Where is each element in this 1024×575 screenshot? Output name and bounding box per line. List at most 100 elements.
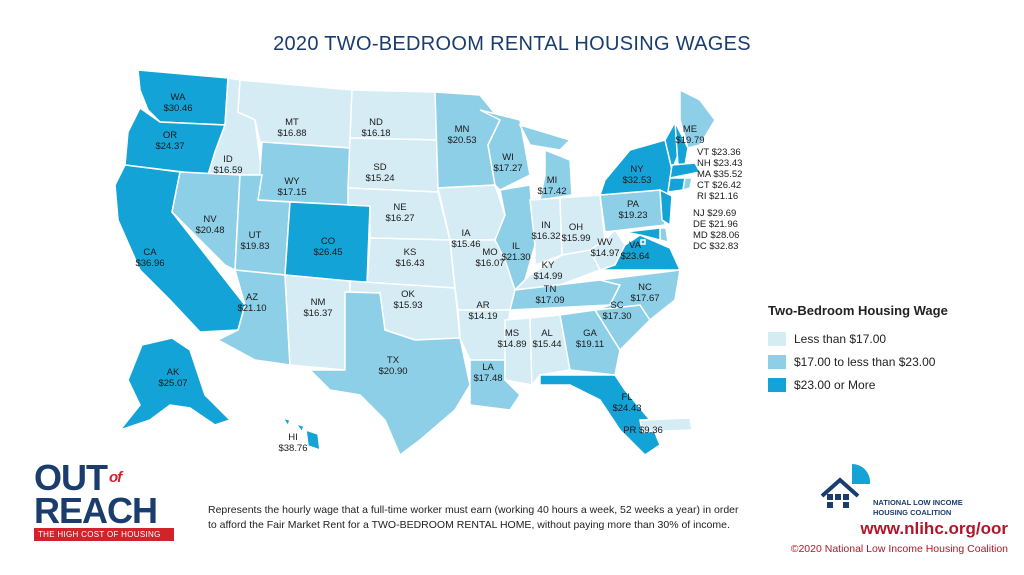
legend-swatch-high [768,377,786,392]
state-abbr-wv: WV [597,237,613,248]
legend-label-mid: $17.00 to less than $23.00 [794,354,936,369]
state-abbr-sd: SD [373,162,386,173]
out-of-reach-logo: OUT of REACH THE HIGH COST OF HOUSING [34,460,184,541]
state-abbr-ok: OK [401,289,415,300]
state-abbr-ms: MS [505,328,519,339]
state-abbr-ny: NY [630,164,644,175]
state-dc [640,239,646,245]
state-wage-me: $19.79 [675,135,704,146]
org-name: NATIONAL LOW INCOME HOUSING COALITION [873,498,1003,518]
state-al [529,314,571,388]
state-ak [117,337,232,432]
footnote: Represents the hourly wage that a full-t… [208,504,739,531]
org-name-line2: HOUSING COALITION [873,508,952,517]
state-abbr-mt: MT [285,117,299,128]
legend-item-low: Less than $17.00 [768,327,948,350]
state-list-ma: MA $35.52 [697,169,742,180]
state-wage-tx: $20.90 [378,366,407,377]
state-list-nj: NJ $29.69 [693,208,736,219]
state-wage-ar: $14.19 [468,311,497,322]
state-abbr-il: IL [512,241,520,252]
state-abbr-ks: KS [404,247,417,258]
state-wage-or: $24.37 [155,141,184,152]
legend-label-low: Less than $17.00 [794,331,887,346]
state-abbr-nv: NV [203,214,217,225]
state-nm [284,274,351,371]
state-tx [308,291,471,457]
state-abbr-sc: SC [610,300,623,311]
state-wage-ia: $15.46 [451,239,480,250]
state-ia [437,184,506,241]
state-ma [669,162,702,179]
state-wage-ut: $19.83 [240,241,269,252]
state-wage-fl: $24.43 [612,403,641,414]
state-wage-id: $16.59 [213,165,242,176]
legend-item-mid: $17.00 to less than $23.00 [768,350,948,373]
legend-label-high: $23.00 or More [794,377,876,392]
state-abbr-ia: IA [462,228,472,239]
legend-swatch-low [768,331,786,346]
legend-item-high: $23.00 or More [768,373,948,396]
state-wage-oh: $15.99 [561,233,590,244]
state-wage-az: $21.10 [237,303,266,314]
state-in [529,197,563,267]
org-copyright: ©2020 National Low Income Housing Coalit… [790,543,1008,555]
house-logo-icon [820,463,871,508]
state-abbr-wy: WY [284,176,300,187]
map-title: 2020 TWO-BEDROOM RENTAL HOUSING WAGES [273,33,751,55]
state-abbr-fl: FL [621,392,632,403]
state-wage-wy: $17.15 [277,187,306,198]
state-list-nh: NH $23.43 [697,158,742,169]
state-list-md: MD $28.06 [693,230,739,241]
state-wage-al: $15.44 [532,339,561,350]
state-abbr-la: LA [482,362,494,373]
state-abbr-oh: OH [569,222,583,233]
state-abbr-ga: GA [583,328,597,339]
state-wage-ky: $14.99 [533,271,562,282]
state-wage-ga: $19.11 [576,339,604,350]
state-fl [539,374,661,456]
state-abbr-ut: UT [249,230,262,241]
state-abbr-pa: PA [627,199,640,210]
state-abbr-ca: CA [143,247,157,258]
state-abbr-tn: TN [544,284,557,295]
state-pr [639,417,693,433]
state-abbr-al: AL [541,328,553,339]
state-wage-ne: $16.27 [385,213,414,224]
state-wage-ms: $14.89 [497,339,526,350]
state-wage-mt: $16.88 [277,128,306,139]
state-wage-wi: $17.27 [493,163,522,174]
state-wage-ak: $25.07 [158,378,187,389]
state-abbr-wi: WI [502,152,514,163]
state-list-dc: DC $32.83 [693,241,738,252]
state-abbr-wa: WA [171,92,187,103]
state-ms [504,317,533,386]
state-wage-va: $23.64 [620,251,649,262]
state-de [659,227,669,243]
state-abbr-nd: ND [369,117,383,128]
state-abbr-ky: KY [542,260,555,271]
state-abbr-mi: MI [547,175,558,186]
state-label-pr: PR $9.36 [623,425,663,436]
state-abbr-tx: TX [387,355,400,366]
state-abbr-or: OR [163,130,177,141]
state-wage-nd: $16.18 [361,128,390,139]
logo-of-text: of [109,469,122,486]
state-abbr-nm: NM [311,297,326,308]
state-abbr-ak: AK [167,367,180,378]
state-md [624,227,661,241]
state-wage-ny: $32.53 [622,175,651,186]
state-abbr-nc: NC [638,282,652,293]
state-wage-mn: $20.53 [447,135,476,146]
state-wage-sd: $15.24 [365,173,394,184]
logo-out-text: OUT [34,457,108,498]
state-wage-hi: $38.76 [278,443,307,454]
org-name-line1: NATIONAL LOW INCOME [873,498,963,507]
state-wage-nc: $17.67 [630,293,659,304]
logo-tagline: THE HIGH COST OF HOUSING [34,528,174,541]
state-wage-ca: $36.96 [135,258,164,269]
org-url-link[interactable]: www.nlihc.org/oor [860,519,1008,538]
state-abbr-ar: AR [476,300,489,311]
state-list-vt: VT $23.36 [697,147,741,158]
